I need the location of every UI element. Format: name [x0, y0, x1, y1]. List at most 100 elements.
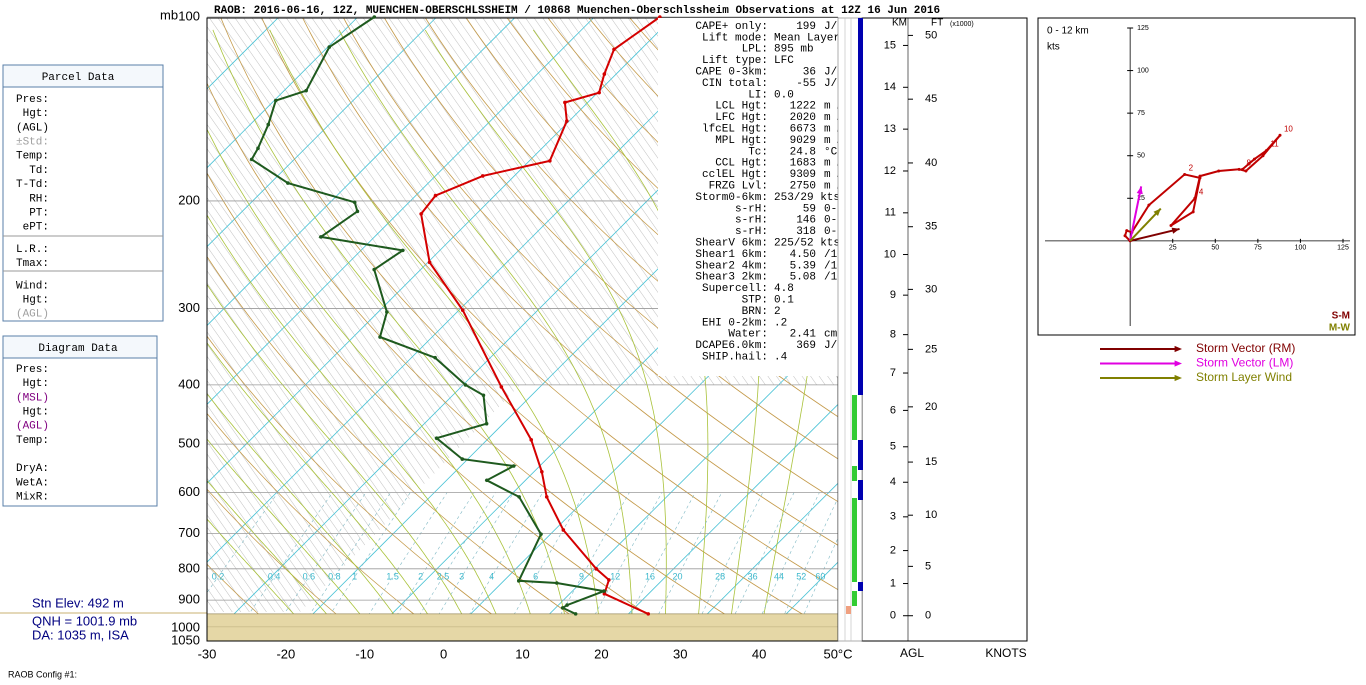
y-tick-label: 900 — [178, 592, 200, 607]
hodograph-point — [1123, 234, 1127, 238]
mixing-ratio-line — [580, 492, 663, 641]
dewpoint-point — [539, 532, 543, 536]
isotherm — [207, 18, 752, 563]
isotherm — [679, 482, 838, 641]
field-label: Td: — [29, 165, 49, 177]
y-tick-label: 300 — [178, 300, 200, 315]
ft-label: 45 — [925, 93, 937, 105]
hodograph-sm-label: S-M — [1332, 311, 1350, 322]
field-label: DryA: — [16, 463, 49, 475]
dry-adiabat — [207, 335, 529, 641]
km-label: 9 — [890, 289, 896, 301]
temperature-point — [419, 212, 423, 216]
mixing-ratio-label: 6 — [533, 571, 538, 581]
temperature-point — [612, 47, 616, 52]
hodograph-point — [1261, 154, 1265, 158]
index-label: Tc: — [748, 146, 768, 158]
index-value: Mean Layer — [774, 32, 840, 44]
legend-label: Storm Vector (RM) — [1196, 341, 1295, 355]
km-label: 8 — [890, 329, 896, 341]
index-label: s-rH: — [735, 226, 768, 238]
field-label: WetA: — [16, 477, 49, 489]
moist-adiabat — [207, 283, 476, 641]
field-label: PT: — [29, 208, 49, 220]
dewpoint-point — [400, 248, 405, 253]
temperature-point — [602, 72, 607, 76]
index-label: EHI 0-2km: — [702, 317, 768, 329]
stability-segment — [858, 440, 863, 470]
ft-label: 30 — [925, 283, 937, 295]
mixing-ratio-label: 28 — [715, 571, 725, 581]
index-value: 4.8 — [774, 283, 794, 295]
field-label: Temp: — [16, 435, 49, 447]
dewpoint-point — [460, 457, 465, 461]
ft-label: 0 — [925, 610, 931, 622]
index-label: lfcEL Hgt: — [702, 124, 768, 136]
dry-adiabat — [207, 172, 689, 641]
dewpoint-point — [352, 200, 357, 205]
ft-header: FT — [931, 18, 943, 29]
moist-adiabat — [269, 29, 602, 641]
x-tick-label: 0 — [440, 646, 447, 661]
ft-label: 25 — [925, 343, 937, 355]
ft-label: 10 — [925, 509, 937, 521]
km-label: 2 — [890, 544, 896, 556]
dry-adiabat — [261, 18, 838, 591]
mixing-ratio-line — [545, 492, 630, 641]
km-label: 7 — [890, 367, 896, 379]
dewpoint-point — [560, 606, 565, 610]
dry-adiabat — [302, 18, 838, 546]
hodograph-x-tick-label: 50 — [1211, 245, 1219, 252]
dewpoint-point — [319, 235, 323, 239]
stability-segment — [858, 18, 863, 395]
ft-label: 40 — [925, 157, 937, 169]
field-label: (AGL) — [16, 122, 49, 134]
hodograph-point-label: 4 — [1199, 187, 1204, 196]
mixing-ratio-line — [312, 492, 411, 641]
moist-adiabat — [207, 214, 508, 641]
mixing-ratio-label: 2 — [418, 571, 423, 581]
index-value: .2 — [774, 317, 787, 329]
index-value: 5.08 — [790, 272, 816, 284]
y-tick-label: 100 — [178, 8, 200, 23]
km-label: 12 — [884, 165, 896, 177]
stability-segment — [858, 582, 863, 591]
station-elevation: Stn Elev: 492 m — [32, 595, 124, 610]
x-tick-label: -30 — [198, 646, 217, 661]
index-label: Shear3 2km: — [695, 272, 768, 284]
agl-label: AGL — [900, 646, 924, 660]
index-value: 24.8 — [790, 146, 816, 158]
ft-label: 20 — [925, 401, 937, 413]
hodograph-point — [1264, 149, 1268, 153]
x-tick-label: 20 — [594, 646, 608, 661]
mixing-ratio-label: 36 — [748, 571, 758, 581]
storm-vector — [1129, 227, 1180, 242]
index-label: BRN: — [742, 306, 768, 318]
hodograph-point — [1147, 203, 1151, 207]
temperature-point — [563, 100, 567, 105]
temperature-point — [544, 495, 549, 499]
dewpoint-point — [516, 579, 521, 583]
hodograph-point-label: 10 — [1284, 124, 1293, 133]
field-label: MixR: — [16, 492, 49, 504]
index-value: 2 — [774, 306, 781, 318]
storm-vector-head — [1171, 227, 1180, 234]
knots-label: KNOTS — [985, 646, 1026, 660]
hodograph-y-tick-label: 100 — [1137, 67, 1149, 74]
x-tick-label: 50°C — [823, 646, 852, 661]
hodograph-mw-label: M-W — [1329, 323, 1351, 334]
mixing-ratio-label: 9 — [579, 571, 584, 581]
mixing-ratio-line — [453, 492, 543, 641]
hodograph-point — [1169, 224, 1173, 228]
y-tick-label: 200 — [178, 192, 200, 207]
index-value: .4 — [774, 352, 788, 364]
index-label: Lift mode: — [702, 32, 768, 44]
index-value: 895 mb — [774, 44, 814, 56]
dry-adiabat — [207, 255, 609, 641]
index-label: Water: — [728, 329, 768, 341]
temperature-point — [480, 174, 485, 178]
moist-adiabat — [424, 29, 667, 641]
mixing-ratio-label: 52 — [796, 571, 806, 581]
temperature-point — [460, 308, 465, 313]
